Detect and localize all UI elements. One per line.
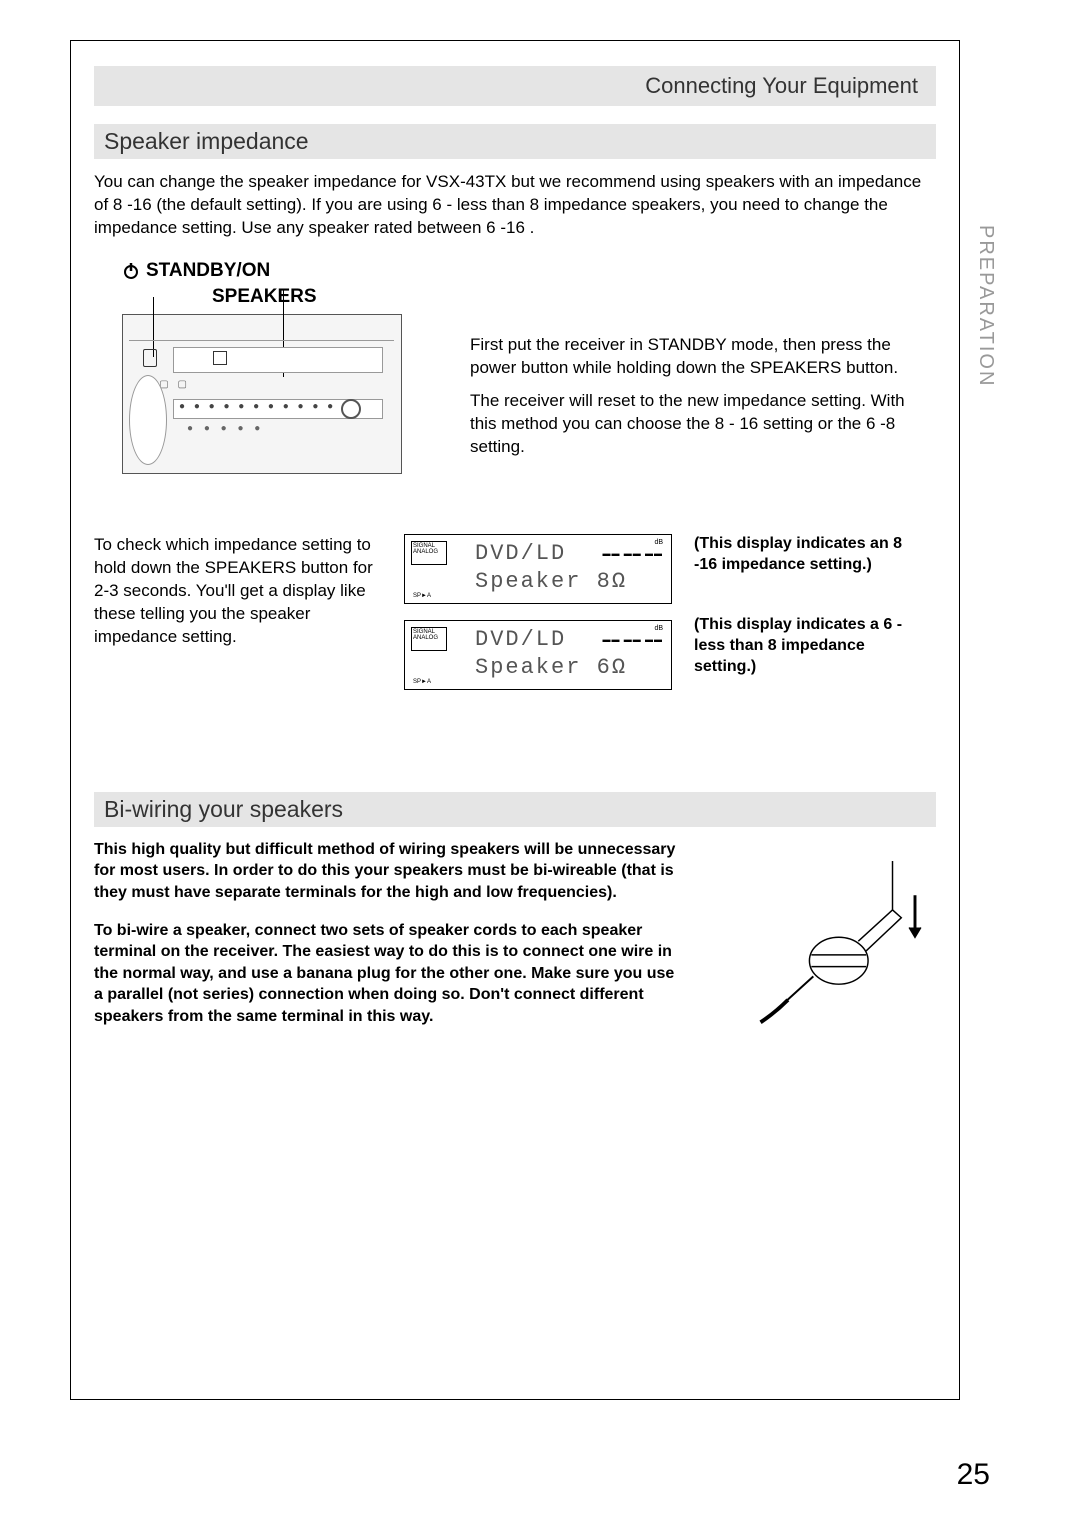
lcd1-line2: Speaker 8Ω	[475, 569, 627, 594]
check-text: To check which impedance setting to hold…	[94, 534, 384, 718]
page-number: 25	[957, 1458, 990, 1492]
section-biwiring: Bi-wiring your speakers	[94, 792, 936, 827]
lcd2-line1: DVD/LD	[475, 627, 566, 652]
biwire-p2: To bi-wire a speaker, connect two sets o…	[94, 920, 681, 1028]
power-icon	[122, 262, 140, 280]
desc-6ohm: (This display indicates a 6 - less than …	[694, 615, 924, 677]
standby-instructions: First put the receiver in STANDBY mode, …	[470, 334, 920, 474]
header-title: Connecting Your Equipment	[645, 73, 918, 99]
display-descriptions: (This display indicates an 8 -16 impedan…	[694, 534, 924, 718]
biwire-body: This high quality but difficult method o…	[94, 839, 681, 1049]
section-speaker-impedance: Speaker impedance	[94, 124, 936, 159]
header-band: Connecting Your Equipment	[94, 66, 936, 106]
standby-on-label: STANDBY/ON	[122, 260, 936, 282]
content-area: Speaker impedance You can change the spe…	[94, 120, 936, 1049]
lcd-display-8ohm: SIGNALANALOG dB ▬▬ ▬▬ ▬▬ DVD/LD Speaker …	[404, 534, 672, 604]
lcd-displays: SIGNALANALOG dB ▬▬ ▬▬ ▬▬ DVD/LD Speaker …	[404, 534, 674, 718]
banana-plug-diagram	[741, 849, 937, 1049]
desc-8ohm: (This display indicates an 8 -16 impedan…	[694, 534, 924, 576]
lcd1-line1: DVD/LD	[475, 541, 566, 566]
impedance-body: You can change the speaker impedance for…	[94, 171, 936, 240]
lcd-display-6ohm: SIGNALANALOG dB ▬▬ ▬▬ ▬▬ DVD/LD Speaker …	[404, 620, 672, 690]
standby-p1: First put the receiver in STANDBY mode, …	[470, 334, 920, 380]
speakers-label: SPEAKERS	[212, 286, 936, 308]
standby-p2: The receiver will reset to the new imped…	[470, 390, 920, 459]
biwire-p1: This high quality but difficult method o…	[94, 839, 681, 904]
standby-text: STANDBY/ON	[146, 260, 270, 282]
receiver-diagram: ▢ ▢ ▢ ● ● ● ● ● ● ● ● ● ● ● ● ● ● ● ●	[122, 314, 402, 474]
side-tab: PREPARATION	[974, 225, 997, 387]
lcd2-line2: Speaker 6Ω	[475, 655, 627, 680]
